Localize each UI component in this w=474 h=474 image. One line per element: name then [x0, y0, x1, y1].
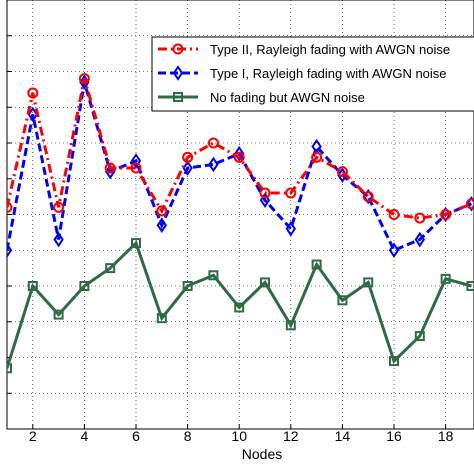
- data-point-square: [131, 238, 142, 249]
- data-point-diamond: [130, 153, 142, 169]
- data-point-square: [440, 273, 451, 284]
- x-axis-label: Nodes: [242, 446, 282, 462]
- data-point-diamond: [363, 188, 374, 205]
- legend-label: Type I, Rayleigh fading with AWGN noise: [210, 66, 447, 81]
- data-point-circle: [182, 151, 194, 163]
- series-line: [7, 240, 472, 369]
- data-point-diamond: [234, 145, 245, 162]
- legend-label: Type II, Rayleigh fading with AWGN noise: [210, 42, 450, 57]
- data-point-diamond: [208, 156, 219, 173]
- legend-entry: Type I, Rayleigh fading with AWGN noise: [158, 65, 447, 81]
- legend-box: [151, 36, 474, 112]
- data-point-circle: [259, 187, 271, 199]
- data-point-square: [260, 277, 271, 288]
- data-point-square: [234, 302, 245, 313]
- data-point-circle: [104, 162, 116, 174]
- x-tick-label: 18: [438, 428, 454, 444]
- x-tick-label: 8: [184, 428, 192, 444]
- x-tick-label: 2: [29, 428, 37, 444]
- data-point-square: [466, 281, 474, 291]
- data-point-circle: [465, 198, 474, 210]
- data-point-square: [173, 92, 183, 102]
- data-point-square: [363, 277, 374, 288]
- data-point-square: [337, 295, 348, 306]
- x-tick-label: 14: [335, 428, 351, 444]
- data-point-circle: [207, 137, 219, 149]
- data-point-circle: [336, 166, 348, 178]
- x-ticks: 2 4 6 8 10 12 14 16 18: [29, 424, 454, 444]
- data-point-square: [285, 320, 296, 331]
- data-point-square: [53, 309, 64, 320]
- x-tick-label: 4: [81, 428, 89, 444]
- data-point-diamond: [388, 242, 400, 259]
- data-point-square: [208, 270, 219, 281]
- data-point-circle: [53, 201, 65, 213]
- data-point-circle: [7, 201, 13, 213]
- legend: Type II, Rayleigh fading with AWGN noise…: [151, 36, 474, 112]
- data-point-circle: [130, 162, 142, 174]
- data-point-circle: [311, 151, 323, 163]
- x-tick-label: 12: [283, 428, 299, 444]
- data-point-square: [182, 281, 193, 291]
- data-point-diamond: [414, 231, 426, 248]
- data-point-circle: [388, 209, 400, 220]
- data-point-diamond: [259, 192, 271, 209]
- data-point-square: [156, 313, 167, 324]
- data-point-diamond: [156, 217, 168, 234]
- data-point-square: [105, 263, 116, 274]
- data-point-square: [7, 363, 12, 374]
- legend-entry: No fading but AWGN noise: [158, 90, 365, 105]
- data-point-circle: [172, 43, 184, 55]
- data-point-circle: [233, 151, 245, 163]
- series-line: [7, 78, 472, 220]
- series-group: [7, 73, 474, 374]
- x-tick-label: 16: [386, 428, 402, 444]
- data-point-diamond: [285, 220, 297, 237]
- data-point-circle: [27, 87, 39, 99]
- data-point-square: [414, 331, 425, 342]
- data-point-diamond: [466, 195, 474, 212]
- data-point-square: [311, 259, 322, 270]
- data-point-diamond: [79, 74, 90, 91]
- data-point-diamond: [172, 65, 184, 81]
- data-point-circle: [78, 73, 90, 85]
- series-circle: [7, 73, 474, 224]
- data-point-square: [27, 281, 38, 291]
- data-point-square: [79, 281, 90, 291]
- legend-label: No fading but AWGN noise: [210, 90, 365, 105]
- data-point-diamond: [182, 160, 193, 176]
- data-point-diamond: [27, 106, 39, 123]
- x-tick-label: 10: [231, 428, 247, 444]
- legend-entry: Type II, Rayleigh fading with AWGN noise: [158, 42, 450, 57]
- data-point-diamond: [53, 231, 64, 248]
- data-point-circle: [414, 212, 426, 224]
- data-point-circle: [285, 187, 297, 199]
- x-tick-label: 6: [132, 428, 140, 444]
- data-point-circle: [362, 191, 374, 203]
- series-square: [7, 238, 474, 374]
- data-point-diamond: [105, 163, 116, 180]
- data-point-diamond: [7, 242, 13, 259]
- data-point-circle: [440, 209, 452, 220]
- data-point-square: [389, 356, 400, 367]
- data-point-circle: [156, 205, 168, 217]
